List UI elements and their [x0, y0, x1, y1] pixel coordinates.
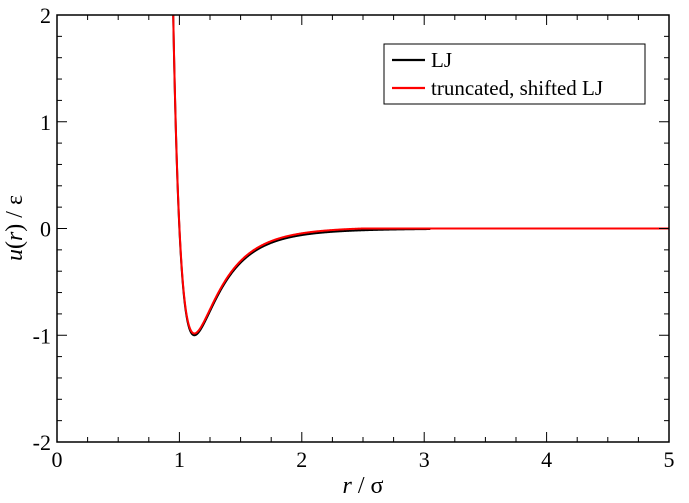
series-layer: [172, 15, 669, 337]
y-axis-label-u: u: [2, 249, 28, 261]
x-axis-label: r / σ: [343, 473, 384, 498]
y-tick-label: -2: [33, 430, 51, 455]
y-axis-label-paren-close: ): [2, 224, 28, 232]
x-tick-label: 3: [419, 447, 430, 472]
x-tick-label: 2: [296, 447, 307, 472]
x-tick-label: 0: [52, 447, 63, 472]
x-tick-label: 4: [541, 447, 552, 472]
legend-label-lj: LJ: [431, 48, 452, 72]
x-axis-label-unit: / σ: [352, 473, 384, 498]
legend-label-truncated-shifted: truncated, shifted LJ: [431, 76, 603, 100]
y-tick-label: -1: [33, 323, 51, 348]
y-axis-label-r: r: [2, 231, 28, 241]
series-line-truncated-shifted: [172, 15, 669, 335]
y-axis-label-unit: / ε: [2, 195, 28, 224]
legend: LJ truncated, shifted LJ: [383, 43, 646, 105]
x-axis-label-var: r: [343, 473, 353, 498]
y-axis-label-paren-open: (: [2, 241, 28, 249]
plot-frame: [56, 14, 670, 443]
y-tick-label: 1: [40, 110, 51, 135]
y-tick-label: 0: [40, 217, 51, 242]
x-tick-label: 1: [174, 447, 185, 472]
y-tick-label: 2: [40, 3, 51, 28]
legend-box: [383, 43, 646, 105]
x-tick-label: 5: [664, 447, 675, 472]
y-axis-label: u(r) / ε: [2, 195, 28, 261]
ticks-layer: [56, 14, 670, 443]
tick-label-layer: 0 1 2 3 4 5 -2 -1 0 1 2: [33, 3, 675, 472]
